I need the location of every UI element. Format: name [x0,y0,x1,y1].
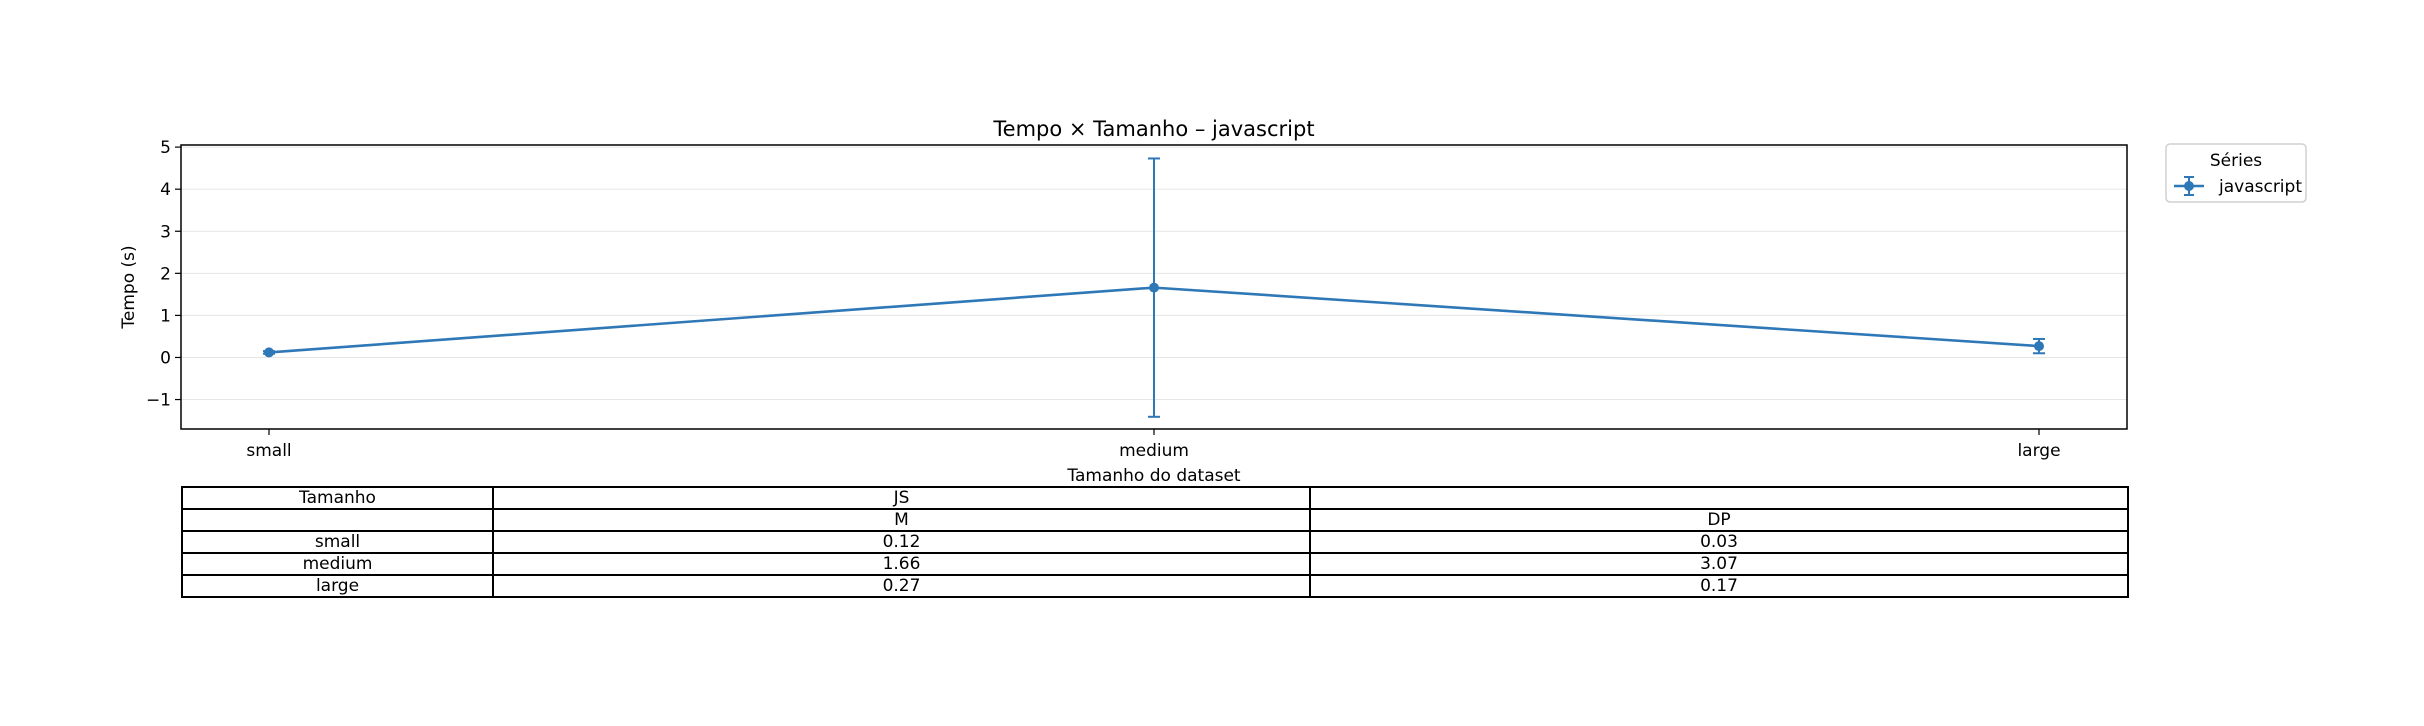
legend-marker-javascript [2174,176,2204,196]
table-header-cell: DP [1309,508,2129,532]
table-row: small 0.12 0.03 [181,530,2129,554]
table-header-cell: JS [492,486,1311,510]
data-point [264,347,274,358]
table-subheader-row: M DP [181,508,2129,532]
y-tick-label: 2 [160,264,171,284]
x-tick-label: small [246,441,291,461]
axes: −1 0 1 2 3 4 5 small medium large [146,138,2061,461]
legend-entry-javascript: javascript [2218,177,2302,197]
data-point [2034,341,2044,352]
table-cell: 0.17 [1309,574,2129,598]
y-tick-label: 5 [160,138,171,158]
x-tick-label: large [2017,441,2060,461]
y-tick-label: 4 [160,180,171,200]
table-header-cell: Tamanho [181,486,494,510]
table-cell: 0.12 [492,530,1311,554]
table-cell: 1.66 [492,552,1311,576]
table-cell: 3.07 [1309,552,2129,576]
y-tick-label: −1 [146,391,171,411]
y-tick-label: 0 [160,348,171,368]
table-cell: medium [181,552,494,576]
table-row: large 0.27 0.17 [181,574,2129,598]
series-layer [263,157,2045,418]
x-tick-label: medium [1119,441,1189,461]
chart-title: Tempo × Tamanho – javascript [992,117,1314,141]
table-cell: large [181,574,494,598]
table-cell: small [181,530,494,554]
legend-title: Séries [2210,151,2262,171]
y-axis-label: Tempo (s) [119,245,139,329]
legend-point [2184,181,2194,191]
table-header-cell [1309,486,2129,510]
x-axis-label: Tamanho do dataset [1066,466,1241,486]
y-tick-label: 3 [160,222,171,242]
legend: Séries javascript [2165,143,2307,203]
legend-frame [2165,143,2307,203]
table-row: medium 1.66 3.07 [181,552,2129,576]
table-header-cell [181,508,494,532]
table-cell: 0.03 [1309,530,2129,554]
table-header-row: Tamanho JS [181,486,2129,510]
table-header-cell: M [492,508,1311,532]
y-tick-label: 1 [160,306,171,326]
data-point [1149,282,1159,293]
data-table: Tamanho JS M DP small 0.12 0.03 medium 1… [181,486,2129,598]
table-cell: 0.27 [492,574,1311,598]
